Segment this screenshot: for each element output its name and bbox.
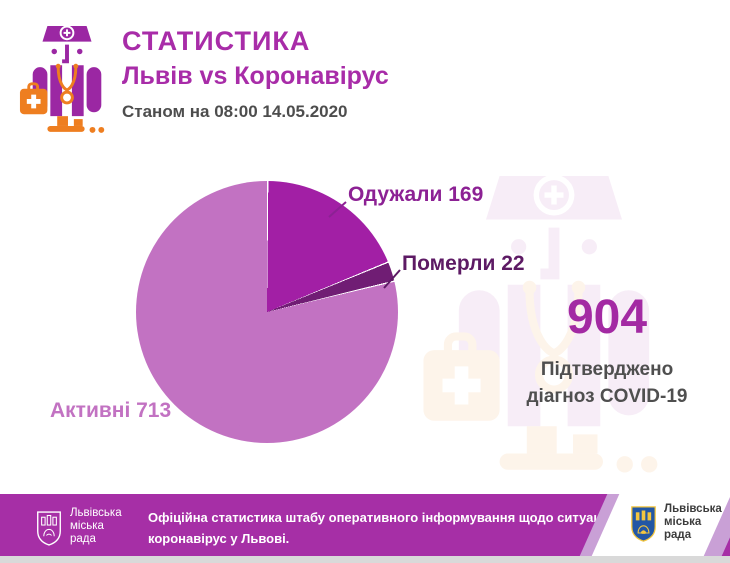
as-of-timestamp: Станом на 08:00 14.05.2020 — [122, 102, 348, 121]
footer-attribution: Офіційна статистика штабу оперативного і… — [148, 510, 730, 546]
pie-chart — [136, 181, 398, 443]
page-subtitle: Львів vs Коронавірус — [122, 62, 389, 90]
footer-bar: Львівська міська рада Офіційна статистик… — [0, 494, 730, 556]
right-logo: Львівська міська рада — [630, 503, 730, 549]
doctor-icon — [19, 26, 105, 133]
right-logo-text: Львівська міська рада — [664, 503, 722, 541]
confirmed-summary: 904 Підтверджено діагноз COVID-19 — [492, 292, 722, 410]
label-recovered: Одужали 169 — [348, 183, 484, 206]
confirmed-total: 904 — [566, 291, 648, 344]
label-died: Померли 22 — [402, 252, 525, 275]
lviv-crest-color-icon — [631, 506, 656, 542]
confirmed-caption: Підтверджено діагноз COVID-19 — [526, 359, 688, 407]
left-logo-text: Львівська міська рада — [70, 507, 122, 545]
bottom-strip — [0, 556, 730, 563]
lviv-crest-outline-icon — [37, 511, 61, 546]
page-title: СТАТИСТИКА — [122, 26, 311, 56]
label-active: Активні 713 — [50, 399, 172, 422]
